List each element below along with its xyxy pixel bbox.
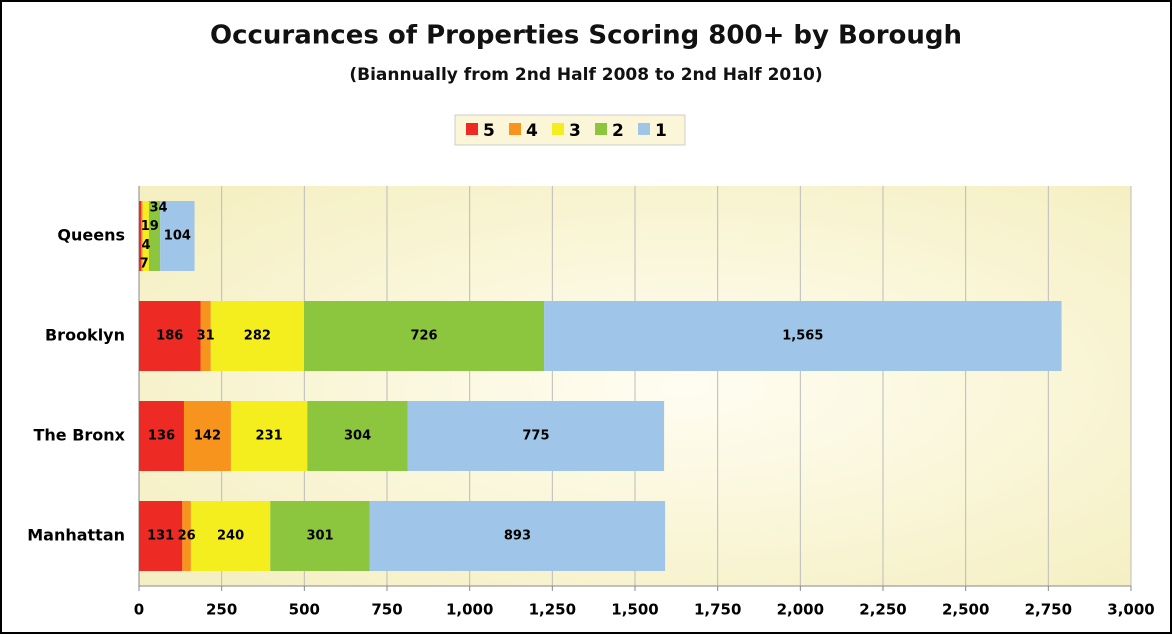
data-label: 34 — [149, 201, 167, 216]
x-tick-label: 1,000 — [446, 601, 493, 619]
data-label: 726 — [410, 329, 437, 344]
x-tick-label: 1,500 — [611, 601, 658, 619]
x-tick-label: 1,750 — [694, 601, 741, 619]
x-tick-label: 250 — [206, 601, 237, 619]
x-tick-label: 1,250 — [529, 601, 576, 619]
legend-label: 3 — [569, 121, 581, 141]
y-tick-label: Brooklyn — [45, 326, 125, 345]
data-label: 131 — [147, 529, 174, 544]
legend-label: 2 — [612, 121, 624, 141]
data-label: 301 — [306, 529, 333, 544]
legend-swatch — [595, 123, 607, 135]
x-tick-label: 2,750 — [1025, 601, 1072, 619]
bar-segment — [190, 501, 271, 571]
data-label: 31 — [197, 329, 215, 344]
x-tick-label: 750 — [371, 601, 402, 619]
data-label: 142 — [194, 429, 221, 444]
x-tick-label: 2,250 — [859, 601, 906, 619]
legend-label: 4 — [526, 121, 538, 141]
bar-segment — [369, 501, 666, 571]
bar-segment — [142, 201, 149, 271]
bar-segment — [544, 301, 1062, 371]
data-label: 893 — [504, 529, 531, 544]
data-label: 26 — [178, 529, 196, 544]
bar-segment — [182, 501, 191, 571]
data-label: 304 — [344, 429, 371, 444]
bar-segment — [407, 401, 665, 471]
x-tick-label: 2,000 — [777, 601, 824, 619]
chart-title: Occurances of Properties Scoring 800+ by… — [210, 21, 962, 51]
bar-segment — [270, 501, 370, 571]
bar-segment — [304, 301, 545, 371]
data-label: 7 — [140, 257, 149, 272]
x-tick-label: 500 — [289, 601, 320, 619]
legend-swatch — [552, 123, 564, 135]
bar-segment — [139, 501, 183, 571]
y-tick-label: Queens — [57, 226, 125, 245]
bar-segment — [141, 201, 143, 271]
data-label: 19 — [141, 219, 159, 234]
data-label: 240 — [217, 529, 244, 544]
data-label: 136 — [148, 429, 175, 444]
chart-subtitle: (Biannually from 2nd Half 2008 to 2nd Ha… — [349, 65, 822, 85]
legend-swatch — [509, 123, 521, 135]
bar-segment — [210, 301, 305, 371]
bar-segment — [139, 301, 201, 371]
x-tick-label: 0 — [134, 601, 144, 619]
legend-label: 5 — [483, 121, 495, 141]
y-tick-label: Manhattan — [27, 526, 125, 545]
legend-swatch — [466, 123, 478, 135]
x-tick-label: 2,500 — [942, 601, 989, 619]
bar-segment — [148, 201, 161, 271]
legend-swatch — [638, 123, 650, 135]
data-label: 231 — [256, 429, 283, 444]
data-label: 104 — [164, 229, 191, 244]
x-tick-label: 3,000 — [1107, 601, 1154, 619]
bar-segment — [139, 201, 142, 271]
bar-segment — [200, 301, 211, 371]
y-tick-label: The Bronx — [33, 426, 125, 445]
bar-segment — [139, 401, 184, 471]
data-label: 775 — [522, 429, 549, 444]
bar-segment — [307, 401, 408, 471]
data-label: 282 — [244, 329, 271, 344]
bar-segment — [230, 401, 308, 471]
data-label: 186 — [156, 329, 183, 344]
bar-segment — [183, 401, 231, 471]
data-label: 4 — [141, 238, 150, 253]
bar-segment — [160, 201, 195, 271]
data-label: 1,565 — [782, 329, 823, 344]
legend-label: 1 — [655, 121, 667, 141]
